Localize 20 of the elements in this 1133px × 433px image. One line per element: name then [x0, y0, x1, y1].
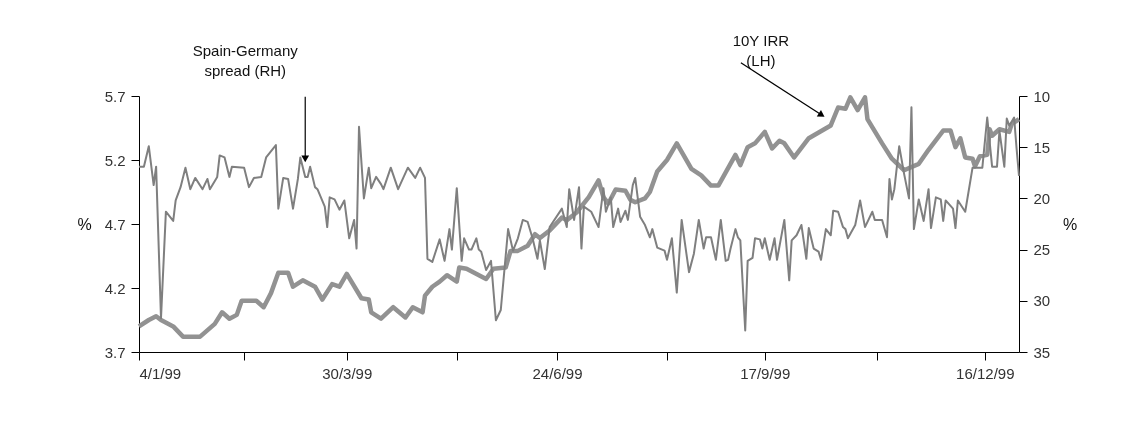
x-tick-label: 16/12/99 [956, 364, 1015, 382]
y2-tick-label: 30 [1033, 292, 1051, 310]
y2-tick-label: 20 [1033, 189, 1051, 207]
x-tick-label: 17/9/99 [740, 364, 791, 382]
y-axis-title: % [77, 215, 92, 233]
x-tick-label: 4/1/99 [139, 364, 182, 382]
y-tick-label: 3.7 [104, 343, 126, 361]
y-tick-label: 5.2 [104, 151, 126, 169]
x-tick-label: 24/6/99 [532, 364, 583, 382]
y2-tick-label: 35 [1033, 343, 1051, 361]
y2-tick-label: 25 [1033, 241, 1051, 259]
annotation: Spain-Germany spread (RH) [192, 41, 299, 79]
y2-tick-label: 15 [1033, 138, 1051, 156]
y2-axis-title: % [1063, 215, 1078, 233]
x-tick-label: 30/3/99 [322, 364, 373, 382]
y2-tick-label: 10 [1033, 87, 1051, 105]
y-tick-label: 5.7 [104, 87, 126, 105]
annotation: 10Y IRR (LH) [732, 31, 790, 69]
y-tick-label: 4.7 [104, 215, 126, 233]
y-tick-label: 4.2 [104, 279, 126, 297]
